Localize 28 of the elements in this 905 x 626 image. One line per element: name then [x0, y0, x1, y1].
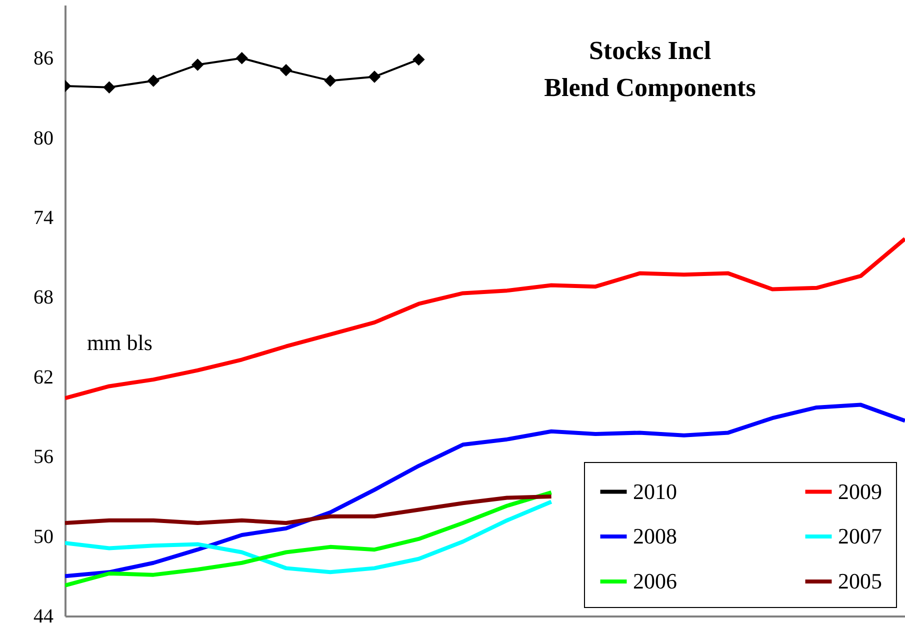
- legend-label: 2006: [633, 568, 677, 594]
- line-series: [65, 236, 905, 400]
- y-tick-label: 44: [34, 606, 54, 626]
- point: [236, 52, 248, 64]
- y-tick-label: 56: [34, 446, 54, 468]
- line-series: [65, 494, 554, 526]
- point: [368, 70, 381, 83]
- point: [192, 58, 204, 71]
- point: [103, 81, 116, 94]
- y-tick-label: 80: [34, 127, 54, 150]
- y-tick-label: 74: [34, 207, 54, 230]
- y-tick-label: 68: [34, 286, 54, 309]
- line-series: [65, 500, 554, 574]
- text: Stocks Incl Blend Components: [544, 36, 756, 102]
- point: [280, 64, 292, 76]
- line-series: [65, 490, 554, 588]
- y-tick-label: 62: [34, 366, 54, 388]
- point: [324, 74, 336, 87]
- legend-label: 2008: [633, 524, 677, 548]
- y-tick-label: 86: [34, 48, 54, 70]
- legend-label: 2007: [838, 524, 882, 548]
- y-axis-title: mm bls: [87, 330, 152, 355]
- point: [147, 74, 160, 87]
- legend-label: 2009: [838, 478, 882, 504]
- y-tick-label: 50: [34, 526, 54, 548]
- point: [412, 53, 425, 66]
- legend-label: 2005: [838, 568, 882, 594]
- legend-label: 2010: [633, 478, 677, 504]
